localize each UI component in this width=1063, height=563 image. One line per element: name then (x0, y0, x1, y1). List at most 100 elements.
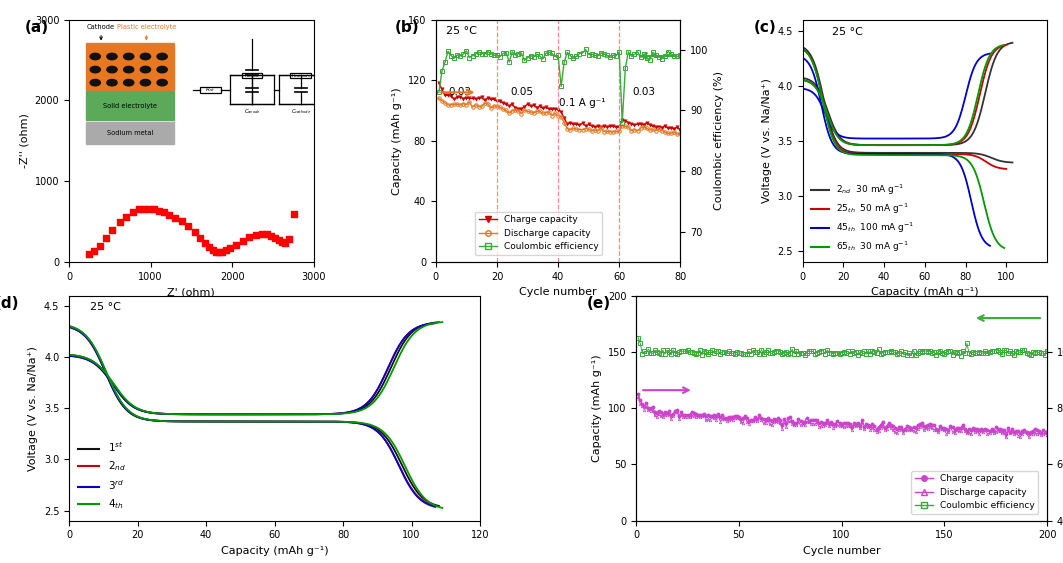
Point (136, 204, 153, 213)
X-axis label: Z' (ohm): Z' (ohm) (168, 287, 215, 297)
Line: Coulombic efficiency: Coulombic efficiency (437, 48, 682, 124)
Point (254, 229, 271, 238)
X-axis label: Capacity (mAh g⁻¹): Capacity (mAh g⁻¹) (221, 546, 328, 556)
Coulombic efficiency (1041, 347, 1053, 354)
Coulombic efficiency (433, 89, 445, 96)
Text: 25 °C: 25 °C (89, 302, 120, 312)
Discharge capacity (540, 109, 553, 116)
Coulombic efficiency (648, 347, 661, 354)
Discharge capacity (1023, 434, 1035, 440)
Legend: Charge capacity, Discharge capacity, Coulombic efficiency: Charge capacity, Discharge capacity, Cou… (475, 212, 602, 255)
Coulombic efficiency (674, 51, 687, 58)
Point (81, 249, 98, 258)
Coulombic efficiency (741, 350, 754, 357)
Charge capacity (631, 390, 644, 397)
Point (267, 234, 284, 243)
Point (91, 241, 108, 250)
X-axis label: Cycle number: Cycle number (519, 287, 597, 297)
Point (214, 247, 231, 256)
Discharge capacity (576, 126, 589, 133)
Charge capacity (657, 410, 670, 417)
Point (197, 238, 214, 247)
Charge capacity (1023, 430, 1035, 437)
Charge capacity (648, 409, 661, 415)
Charge capacity (579, 123, 592, 129)
Point (281, 235, 298, 244)
Text: 25 °C: 25 °C (832, 27, 863, 37)
Point (276, 239, 293, 248)
Y-axis label: Capacity (mAh g⁻¹): Capacity (mAh g⁻¹) (592, 354, 603, 462)
Discharge capacity (648, 412, 661, 418)
Charge capacity (741, 415, 754, 422)
Coulombic efficiency (1008, 351, 1020, 358)
Coulombic efficiency (955, 352, 967, 359)
Point (263, 231, 280, 240)
Point (227, 240, 244, 249)
Point (248, 230, 265, 239)
Coulombic efficiency (583, 51, 595, 58)
Point (98, 234, 114, 243)
Point (86, 247, 103, 256)
Charge capacity (540, 104, 553, 111)
Coulombic efficiency (657, 347, 670, 354)
Discharge capacity (999, 434, 1012, 441)
Point (180, 221, 197, 230)
Discharge capacity (433, 95, 445, 102)
Point (161, 210, 178, 219)
Point (140, 204, 157, 213)
Text: 25 °C: 25 °C (445, 26, 476, 36)
Text: 0.05: 0.05 (510, 87, 533, 97)
Discharge capacity (631, 394, 644, 400)
Charge capacity (589, 123, 602, 130)
Coulombic efficiency (576, 50, 589, 56)
Point (270, 236, 287, 245)
Point (204, 245, 221, 254)
Line: Charge capacity: Charge capacity (637, 392, 1048, 436)
Discharge capacity (1041, 431, 1053, 438)
Point (201, 242, 218, 251)
Point (217, 246, 234, 255)
Coulombic efficiency (591, 52, 604, 59)
Discharge capacity (741, 419, 754, 426)
Text: (d): (d) (0, 296, 19, 311)
Text: 0.03: 0.03 (632, 87, 655, 97)
Discharge capacity (589, 127, 602, 133)
Legend: 2$_{nd}$  30 mA g$^{-1}$, 25$_{th}$  50 mA g$^{-1}$, 45$_{th}$  100 mA g$^{-1}$,: 2$_{nd}$ 30 mA g$^{-1}$, 25$_{th}$ 50 mA… (807, 179, 918, 257)
Discharge capacity (646, 126, 659, 133)
Point (191, 234, 208, 243)
Charge capacity (1041, 429, 1053, 436)
Charge capacity (708, 412, 721, 419)
Point (286, 209, 303, 218)
Charge capacity (646, 123, 659, 129)
Text: (a): (a) (26, 20, 49, 35)
Point (173, 217, 190, 226)
Discharge capacity (579, 125, 592, 132)
Point (273, 238, 290, 247)
Point (104, 226, 121, 235)
Text: (e): (e) (587, 296, 611, 311)
Coulombic efficiency (579, 46, 592, 53)
Point (207, 247, 224, 256)
Coulombic efficiency (1023, 351, 1035, 358)
Point (146, 205, 163, 214)
Coulombic efficiency (653, 53, 665, 60)
Text: 0.1 A g⁻¹: 0.1 A g⁻¹ (559, 98, 606, 108)
Line: Discharge capacity: Discharge capacity (437, 97, 682, 136)
Charge capacity (597, 123, 610, 130)
Coulombic efficiency (601, 52, 613, 59)
Charge capacity (433, 80, 445, 87)
Discharge capacity (708, 414, 721, 421)
Line: Coulombic efficiency: Coulombic efficiency (637, 336, 1049, 358)
Discharge capacity (1008, 431, 1020, 437)
Point (167, 213, 184, 222)
Point (240, 233, 257, 242)
Point (186, 227, 203, 236)
Coulombic efficiency (615, 119, 628, 126)
Coulombic efficiency (540, 50, 553, 57)
Line: Charge capacity: Charge capacity (437, 82, 682, 132)
Discharge capacity (657, 414, 670, 421)
Point (124, 207, 141, 216)
Y-axis label: Capacity (mAh g⁻¹): Capacity (mAh g⁻¹) (392, 87, 402, 195)
Legend: 1$^{st}$, 2$_{nd}$, 3$^{rd}$, 4$_{th}$: 1$^{st}$, 2$_{nd}$, 3$^{rd}$, 4$_{th}$ (74, 436, 130, 516)
Text: 0.03: 0.03 (449, 87, 472, 97)
